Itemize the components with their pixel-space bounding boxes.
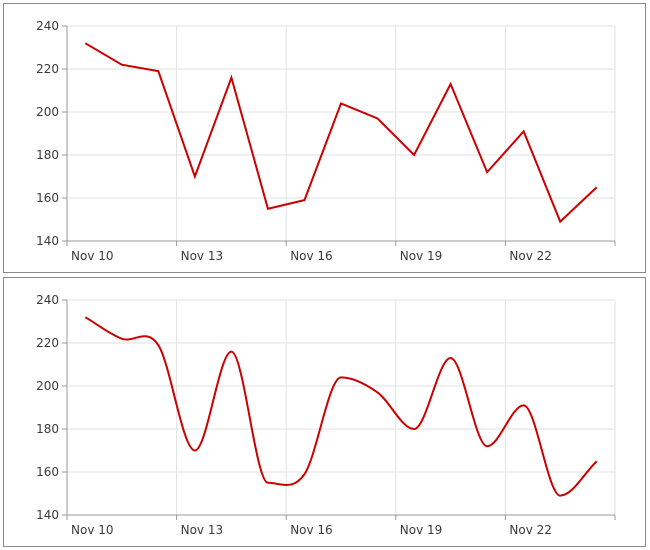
y-tick-label: 180: [36, 422, 59, 436]
line-chart-smooth: 140 160 180 200 220 240 Nov 10 Nov 13 Nov 16 Nov …: [3, 277, 646, 547]
x-tick-label: Nov 19: [400, 249, 443, 263]
series-line: [84, 316, 598, 497]
chart-svg: 140 160 180 200 220 240 Nov 10 Nov 13 Nov 16 Nov …: [36, 19, 616, 263]
y-tick-label: 140: [36, 234, 59, 248]
x-tick-label: Nov 22: [509, 249, 552, 263]
y-tick-label: 220: [36, 62, 59, 76]
x-tick-label: Nov 16: [290, 249, 333, 263]
x-tick-label: Nov 13: [181, 249, 224, 263]
x-tick-label: Nov 19: [400, 523, 443, 537]
chart-svg: 140 160 180 200 220 240 Nov 10 Nov 13 Nov 16 Nov …: [36, 293, 616, 537]
x-tick-label: Nov 13: [181, 523, 224, 537]
x-tick-label: Nov 22: [509, 523, 552, 537]
y-tick-label: 140: [36, 508, 59, 522]
y-tick-label: 220: [36, 336, 59, 350]
y-tick-label: 240: [36, 293, 59, 307]
y-tick-label: 160: [36, 465, 59, 479]
y-tick-label: 200: [36, 379, 59, 393]
line-chart-linear: 140 160 180 200 220 240 Nov 10 Nov 13 Nov 16 Nov …: [3, 3, 646, 273]
x-tick-label: Nov 10: [71, 249, 114, 263]
x-tick-label: Nov 10: [71, 523, 114, 537]
x-tick-label: Nov 16: [290, 523, 333, 537]
y-tick-label: 200: [36, 105, 59, 119]
series-line: [84, 42, 598, 224]
y-tick-label: 160: [36, 191, 59, 205]
y-tick-label: 180: [36, 148, 59, 162]
y-tick-label: 240: [36, 19, 59, 33]
